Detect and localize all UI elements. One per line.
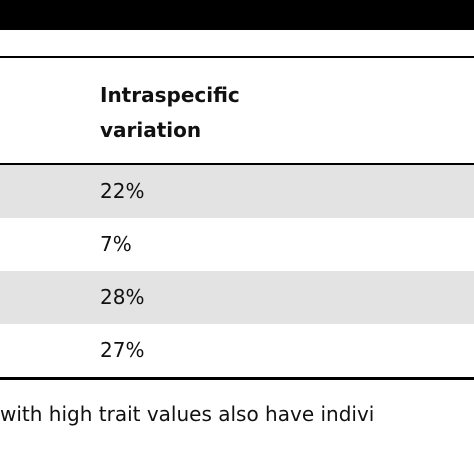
header-rule	[0, 56, 474, 58]
table-cell: 28%	[100, 285, 145, 309]
table-row: 7%	[0, 218, 474, 271]
table-row: 28%	[0, 271, 474, 324]
table-cell: 27%	[100, 338, 145, 362]
body-rule	[0, 163, 474, 165]
table-cell: 7%	[100, 232, 132, 256]
top-rule	[0, 0, 474, 30]
table-cell: 22%	[100, 179, 145, 203]
footnote: with high trait values also have indivi	[0, 402, 375, 426]
table-row: 22%	[0, 165, 474, 218]
header-cell: Intraspecific variation	[100, 83, 240, 142]
table-row: 27%	[0, 324, 474, 377]
bottom-rule	[0, 377, 474, 380]
